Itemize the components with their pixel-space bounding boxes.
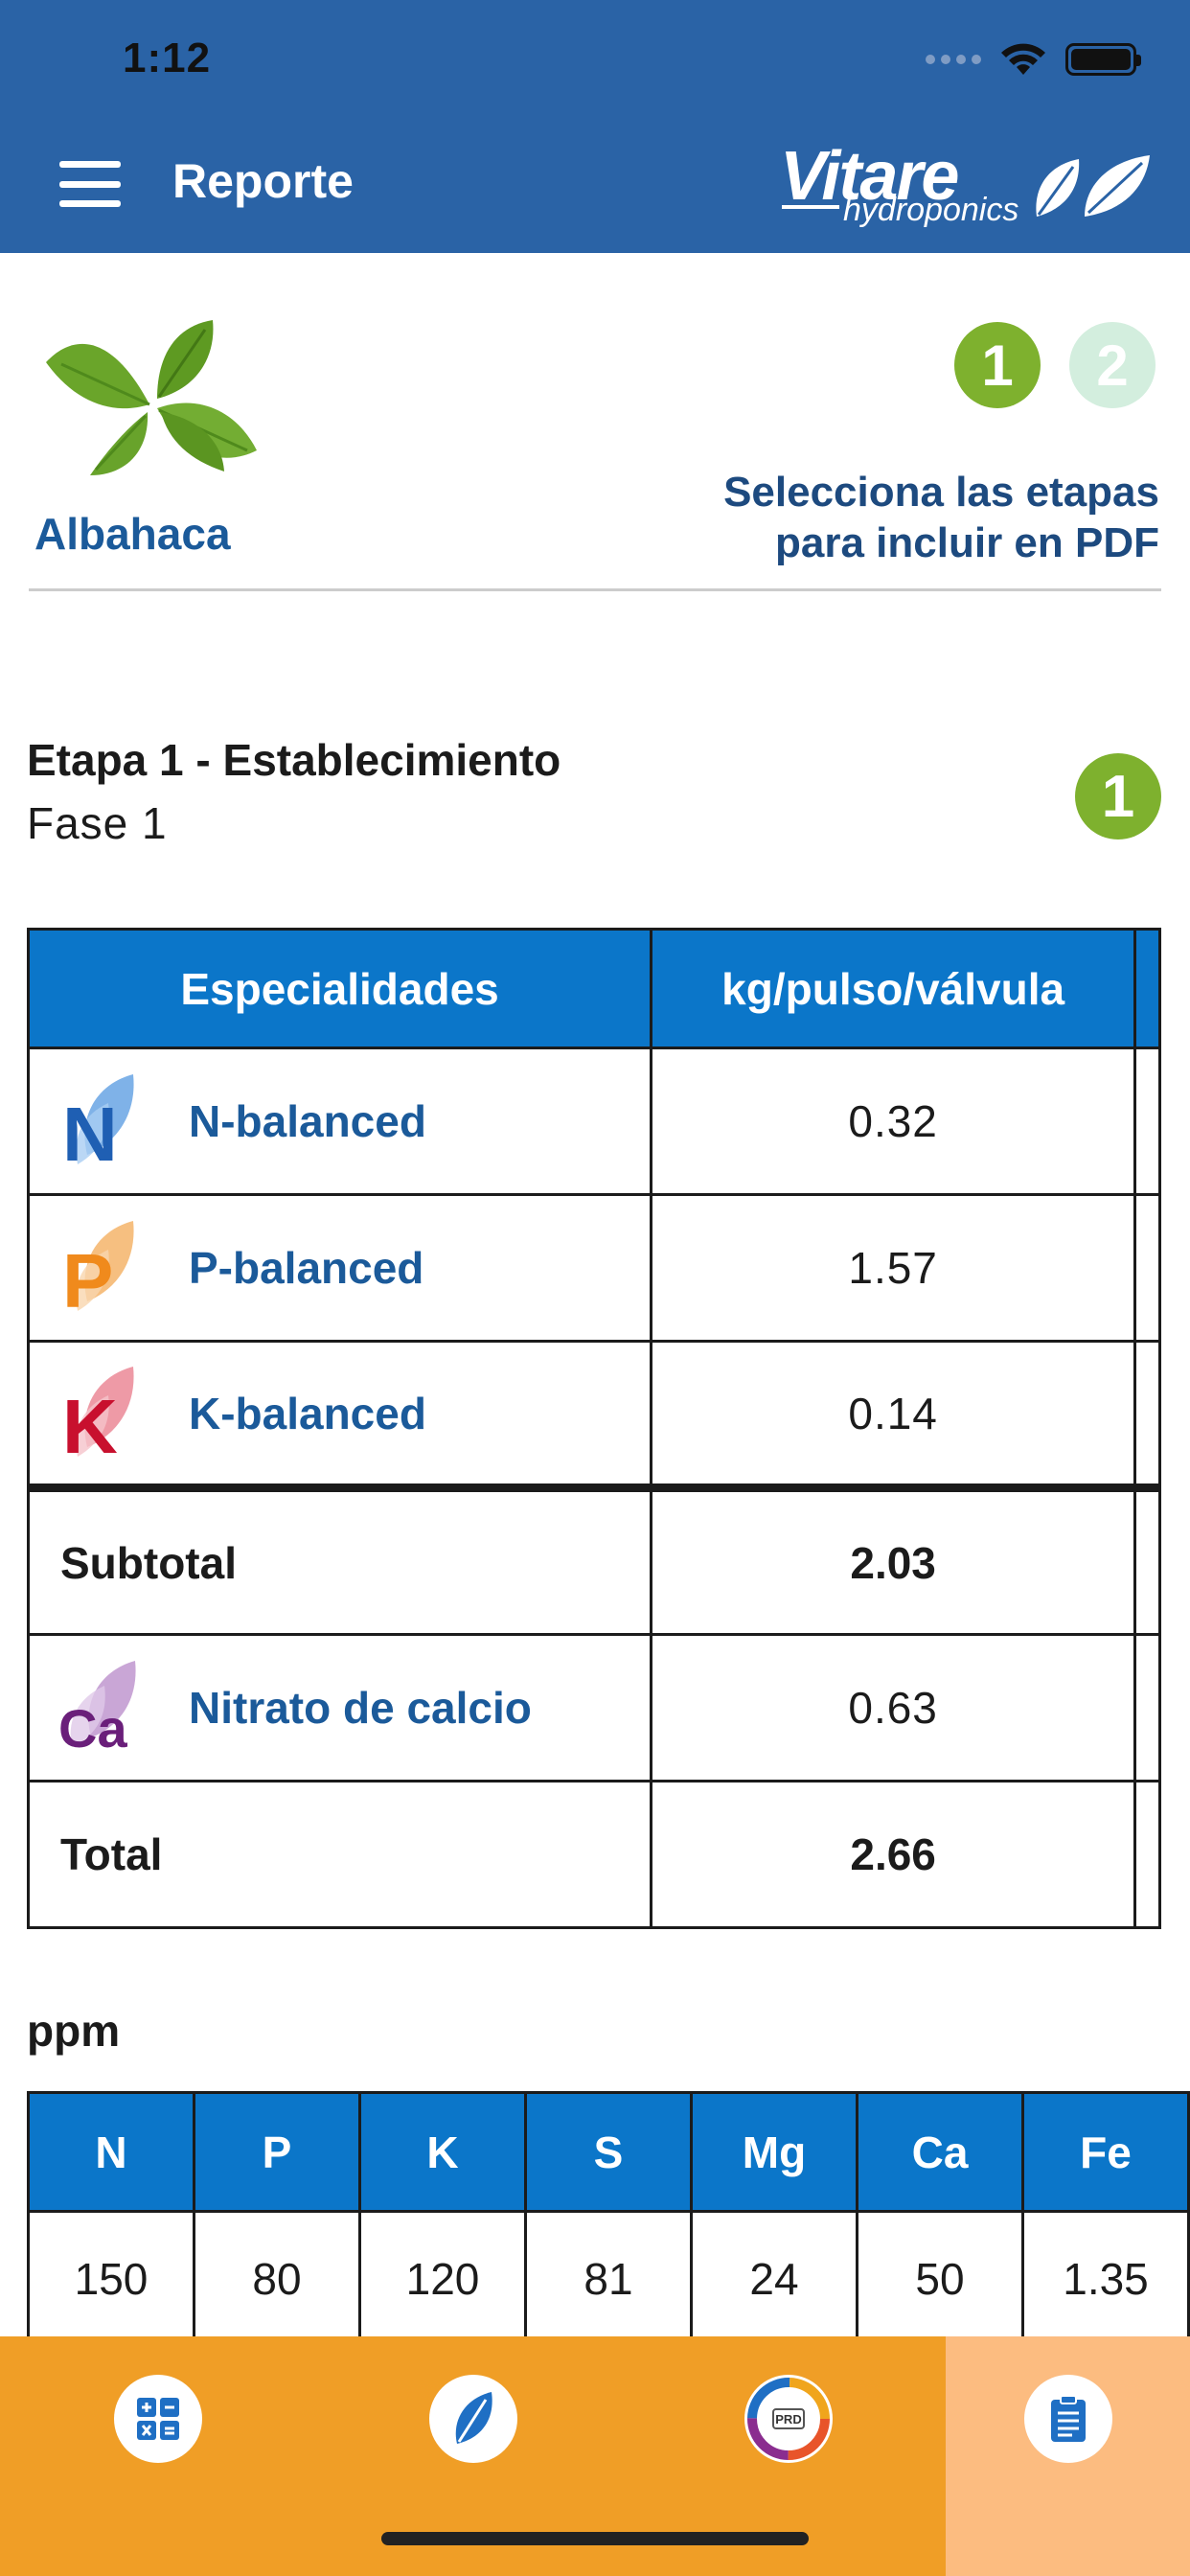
tab-calculator[interactable] xyxy=(0,2336,315,2576)
k-balanced-value: 0.14 xyxy=(650,1340,1137,1489)
leaves-logo-icon xyxy=(1036,155,1150,217)
stage-2-toggle[interactable]: 2 xyxy=(1069,322,1156,408)
p-balanced-icon: P xyxy=(62,1221,134,1321)
k-balanced-name: K-balanced xyxy=(189,1388,426,1438)
calculator-icon xyxy=(136,2398,179,2440)
ppm-header-row: N P K S Mg Ca Fe xyxy=(27,2091,1190,2213)
ppm-value-n: 150 xyxy=(27,2210,195,2347)
ppm-value-ca: 50 xyxy=(856,2210,1024,2347)
ppm-table: N P K S Mg Ca Fe 150 80 120 81 24 50 1.3… xyxy=(27,2091,1190,2347)
ppm-values-row: 150 80 120 81 24 50 1.35 xyxy=(27,2210,1190,2347)
ppm-header-s: S xyxy=(524,2091,693,2213)
subtotal-row: Subtotal 2.03 xyxy=(26,1484,1161,1636)
basil-image xyxy=(46,320,257,475)
ppm-header-n: N xyxy=(27,2091,195,2213)
table-row: N N-balanced 0.32 xyxy=(26,1046,1161,1196)
table-header-row: Especialidades kg/pulso/válvula xyxy=(26,928,1161,1049)
ppm-value-s: 81 xyxy=(524,2210,693,2347)
total-label: Total xyxy=(26,1780,653,1929)
p-balanced-value: 1.57 xyxy=(650,1193,1137,1343)
svg-text:K: K xyxy=(62,1384,118,1466)
table-row: K K-balanced 0.14 xyxy=(26,1340,1161,1489)
menu-icon[interactable] xyxy=(59,161,121,207)
stage-selector: 1 2 xyxy=(954,322,1156,408)
report-icon xyxy=(1050,2395,1086,2442)
subtotal-label: Subtotal xyxy=(26,1484,653,1636)
header-especialidades: Especialidades xyxy=(26,928,653,1049)
select-stages-line1: Selecciona las etapas xyxy=(723,469,1159,516)
brand-name: Vitare xyxy=(780,138,959,215)
select-stages-line2: para incluir en PDF xyxy=(775,518,1159,566)
status-icons xyxy=(926,42,1141,77)
prd-badge-text: PRD xyxy=(775,2412,801,2426)
n-balanced-name: N-balanced xyxy=(189,1096,426,1146)
ppm-header-ca: Ca xyxy=(856,2091,1024,2213)
prd-logo-icon: PRD xyxy=(746,2378,830,2460)
page-title: Reporte xyxy=(172,154,354,208)
total-value: 2.66 xyxy=(650,1780,1137,1929)
ppm-value-p: 80 xyxy=(193,2210,361,2347)
tab-crops[interactable] xyxy=(315,2336,630,2576)
calcium-nitrate-icon: Ca xyxy=(58,1661,136,1759)
table-row: Ca Nitrato de calcio 0.63 xyxy=(26,1633,1161,1782)
header-extra-column xyxy=(1133,928,1161,1049)
home-indicator xyxy=(381,2532,809,2545)
ppm-value-mg: 24 xyxy=(690,2210,858,2347)
leaf-icon xyxy=(455,2392,492,2444)
ppm-value-fe: 1.35 xyxy=(1021,2210,1190,2347)
svg-text:P: P xyxy=(62,1238,113,1321)
svg-text:Ca: Ca xyxy=(58,1698,127,1759)
ppm-header-fe: Fe xyxy=(1021,2091,1190,2213)
table-row: P P-balanced 1.57 xyxy=(26,1193,1161,1343)
stage-badge[interactable]: 1 xyxy=(1075,753,1161,840)
ppm-header-mg: Mg xyxy=(690,2091,858,2213)
ppm-header-p: P xyxy=(193,2091,361,2213)
select-stages-text: Selecciona las etapas para incluir en PD… xyxy=(623,468,1159,569)
brand-underline xyxy=(782,205,839,209)
calcium-nitrate-value: 0.63 xyxy=(650,1633,1137,1782)
wifi-icon xyxy=(1001,43,1045,75)
k-balanced-icon: K xyxy=(62,1366,134,1466)
signal-icon xyxy=(926,55,981,64)
stage-title: Etapa 1 - Establecimiento xyxy=(27,735,561,785)
app-header: 1:12 Reporte Vitare hydroponics xyxy=(0,0,1190,253)
header-kg-pulso-valvula: kg/pulso/válvula xyxy=(650,928,1137,1049)
ppm-label: ppm xyxy=(27,2006,121,2056)
divider xyxy=(29,588,1161,591)
status-time: 1:12 xyxy=(123,34,212,81)
n-balanced-icon: N xyxy=(62,1074,134,1174)
tab-prd[interactable]: PRD xyxy=(630,2336,946,2576)
specialties-table: Especialidades kg/pulso/válvula N N-bala… xyxy=(26,928,1161,1929)
bottom-tab-bar: PRD xyxy=(0,2336,1190,2576)
plant-name: Albahaca xyxy=(34,509,231,559)
ppm-value-k: 120 xyxy=(358,2210,527,2347)
n-balanced-value: 0.32 xyxy=(650,1046,1137,1196)
brand-sub: hydroponics xyxy=(843,192,1019,228)
p-balanced-name: P-balanced xyxy=(189,1243,424,1293)
brand-logo: Vitare hydroponics xyxy=(780,142,1154,228)
total-row: Total 2.66 xyxy=(26,1780,1161,1929)
calcium-nitrate-name: Nitrato de calcio xyxy=(189,1683,532,1733)
stage-1-toggle[interactable]: 1 xyxy=(954,322,1041,408)
svg-text:N: N xyxy=(62,1092,118,1174)
tab-report[interactable] xyxy=(946,2336,1190,2576)
subtotal-value: 2.03 xyxy=(650,1484,1137,1636)
stage-subtitle: Fase 1 xyxy=(27,798,168,848)
ppm-header-k: K xyxy=(358,2091,527,2213)
battery-icon xyxy=(1065,43,1141,76)
